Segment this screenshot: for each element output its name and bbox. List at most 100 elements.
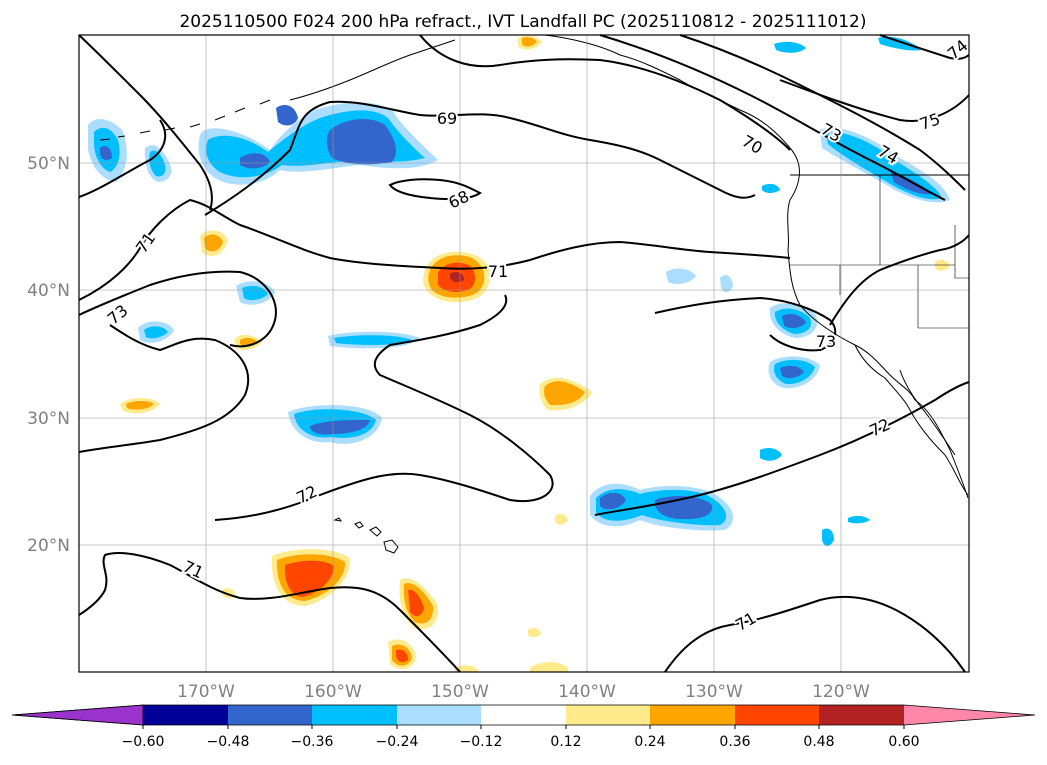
anomaly-negative-1e bbox=[240, 153, 270, 169]
coastlines bbox=[99, 34, 969, 554]
lat-label-20: 20°N bbox=[27, 536, 70, 556]
lat-label-50: 50°N bbox=[27, 154, 70, 174]
gulf-california bbox=[899, 369, 956, 456]
anomaly-positive-15 bbox=[935, 259, 950, 271]
anomaly-negative-15 bbox=[760, 447, 782, 461]
lon-label-130w: 130°W bbox=[685, 682, 743, 702]
anomaly-negative-1d bbox=[276, 105, 298, 126]
contour-74-top bbox=[879, 34, 970, 60]
baja-coast bbox=[854, 344, 969, 496]
contour-73-west bbox=[78, 270, 277, 348]
anomaly-positive-1d bbox=[450, 272, 464, 283]
colorbar-tick-label: −0.36 bbox=[291, 734, 334, 750]
anomaly-negative-18 bbox=[848, 515, 870, 524]
anomaly-negative-19 bbox=[720, 275, 733, 293]
contour-72-central bbox=[214, 294, 554, 521]
anomaly-negative-4b bbox=[242, 286, 268, 301]
colorbar-tick-label: −0.24 bbox=[376, 734, 419, 750]
anomaly-negative-11 bbox=[666, 268, 696, 284]
colorbar-segment bbox=[228, 705, 312, 725]
gridlines bbox=[79, 35, 969, 672]
anomaly-positive-4c bbox=[396, 649, 408, 663]
contour-72 bbox=[78, 324, 250, 453]
lon-label-150w: 150°W bbox=[431, 682, 489, 702]
anomaly-negative-14 bbox=[878, 36, 922, 51]
anomaly-negative-1c bbox=[326, 118, 396, 165]
contour-73-east bbox=[654, 296, 837, 352]
lat-label-40: 40°N bbox=[27, 281, 70, 301]
colorbar-segment bbox=[566, 705, 650, 725]
us-states bbox=[790, 175, 969, 329]
contour-71-southeast bbox=[664, 595, 966, 673]
colorbar-segment bbox=[397, 705, 481, 725]
contour-73-north-east bbox=[599, 34, 946, 201]
colorbar-tick-label: 0.36 bbox=[719, 734, 750, 750]
lon-label-170w: 170°W bbox=[177, 682, 235, 702]
colorbar-tick-label: 0.12 bbox=[550, 734, 581, 750]
shaded-anomalies bbox=[88, 35, 950, 672]
contour-70 bbox=[419, 34, 791, 151]
anomaly-positive-3c bbox=[408, 589, 424, 617]
anomaly-positive-7b bbox=[126, 401, 154, 410]
anomaly-negative-8d bbox=[600, 492, 626, 510]
anomaly-negative-17 bbox=[822, 528, 834, 546]
hawaii bbox=[333, 517, 399, 554]
colorbar-tick-label: −0.60 bbox=[122, 734, 165, 750]
colorbar-segment bbox=[735, 705, 819, 725]
lat-labels: 50°N 40°N 30°N 20°N bbox=[27, 154, 70, 556]
contour-72-east bbox=[594, 381, 970, 516]
lon-label-140w: 140°W bbox=[558, 682, 616, 702]
north-america-coast bbox=[544, 34, 969, 499]
anomaly-positive-9b bbox=[522, 37, 537, 47]
lat-label-30: 30°N bbox=[27, 409, 70, 429]
contour-label: 71 bbox=[488, 262, 508, 281]
map-frame bbox=[78, 34, 970, 673]
colorbar-segment bbox=[650, 705, 735, 725]
anomaly-positive-10 bbox=[530, 662, 568, 672]
colorbar-extend-min bbox=[11, 704, 144, 726]
anomaly-negative-5b bbox=[144, 326, 168, 339]
colorbar-tick-label: −0.12 bbox=[460, 734, 503, 750]
anomaly-negative-13 bbox=[774, 41, 806, 53]
contour-71-north bbox=[78, 119, 167, 198]
contour-71-west bbox=[78, 198, 791, 301]
colorbar-tick-label: 0.24 bbox=[634, 734, 665, 750]
lon-labels: 170°W 160°W 150°W 140°W 130°W 120°W bbox=[177, 682, 870, 702]
colorbar-segment bbox=[312, 705, 397, 725]
map-panel: 69 68 71 71 73 70 73 74 75 73 72 72 71 7… bbox=[78, 34, 974, 673]
colorbar-tick-label: 0.60 bbox=[888, 734, 919, 750]
anomaly-negative-6b bbox=[334, 335, 412, 345]
colorbar: −0.60 −0.48 −0.36 −0.24 −0.12 0.12 0.24 … bbox=[11, 704, 1036, 750]
anomaly-positive-12 bbox=[555, 513, 568, 525]
contour-68 bbox=[388, 178, 482, 201]
anomaly-negative-9c bbox=[782, 314, 806, 329]
anomaly-negative-16 bbox=[762, 183, 780, 193]
anomaly-positive-11 bbox=[455, 665, 478, 672]
colorbar-segment bbox=[481, 705, 566, 725]
lon-label-160w: 160°W bbox=[304, 682, 362, 702]
lon-label-120w: 120°W bbox=[812, 682, 870, 702]
anomaly-negative-7c bbox=[310, 420, 370, 435]
contour-label: 69 bbox=[437, 109, 457, 128]
contour-69 bbox=[204, 100, 756, 216]
colorbar-tick-label: 0.48 bbox=[803, 734, 834, 750]
contour-coast-loop bbox=[829, 234, 970, 326]
contour-west-bottom bbox=[78, 34, 213, 211]
colorbar-segment bbox=[819, 705, 904, 725]
contour-75 bbox=[779, 79, 970, 122]
anomaly-negative-10c bbox=[780, 365, 804, 379]
colorbar-ticks: −0.60 −0.48 −0.36 −0.24 −0.12 0.12 0.24 … bbox=[122, 725, 920, 750]
colorbar-segment bbox=[143, 705, 228, 725]
anomaly-negative-2c bbox=[100, 146, 112, 160]
anomaly-positive-13 bbox=[528, 627, 541, 638]
contour-71-south bbox=[78, 552, 461, 673]
anomaly-positive-6b bbox=[204, 234, 223, 252]
anomaly-positive-5b bbox=[544, 381, 585, 406]
colorbar-tick-label: −0.48 bbox=[207, 734, 250, 750]
contour-74-north-east bbox=[679, 34, 966, 191]
refractivity-contours bbox=[78, 34, 970, 673]
map-title: 2025110500 F024 200 hPa refract., IVT La… bbox=[179, 12, 866, 32]
contour-label: 73 bbox=[816, 332, 836, 351]
anomaly-positive-2c bbox=[284, 560, 334, 597]
